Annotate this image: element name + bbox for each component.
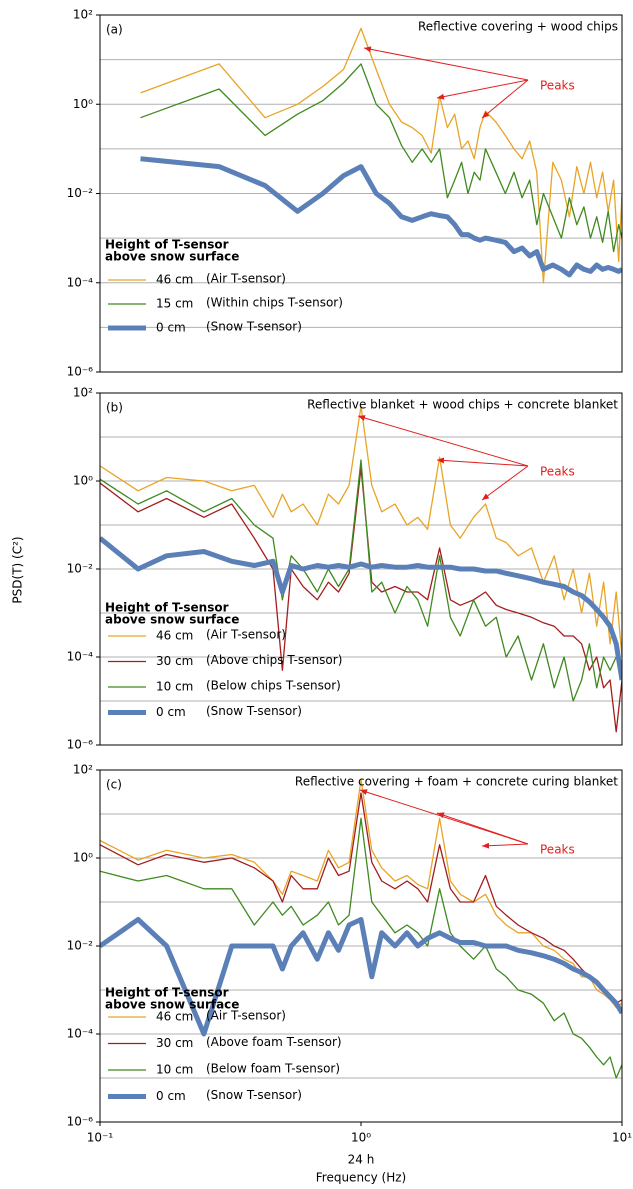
y-tick-label: 10⁻⁶ <box>67 738 94 752</box>
legend-note: (Below chips T-sensor) <box>206 679 341 693</box>
legend-label: 10 cm <box>156 680 193 694</box>
annotation-arrow <box>436 457 529 467</box>
annotation-arrow <box>436 79 529 100</box>
panel-title: Reflective covering + wood chips <box>418 20 618 34</box>
legend-title: Height of T-sensor <box>105 986 229 1000</box>
legend-label: 30 cm <box>156 1036 193 1050</box>
series-line <box>100 792 622 1004</box>
y-tick-label: 10⁰ <box>73 851 93 865</box>
series-line <box>140 63 622 253</box>
annotation: Peaks <box>540 843 575 857</box>
y-tick-label: 10² <box>73 763 93 777</box>
y-tick-label: 10⁰ <box>73 474 93 488</box>
legend-note: (Above foam T-sensor) <box>206 1035 342 1049</box>
y-tick-label: 10⁻⁶ <box>67 365 94 379</box>
series-line <box>100 817 622 1079</box>
legend-label: 10 cm <box>156 1063 193 1077</box>
legend-title: Height of T-sensor <box>105 238 229 252</box>
annotation-arrow <box>481 79 529 119</box>
plot-lines <box>100 779 622 1079</box>
series-line <box>100 536 622 681</box>
y-tick-label: 10⁻² <box>67 562 94 576</box>
panel-title: Reflective blanket + wood chips + concre… <box>307 398 618 412</box>
x-tick-label: 10⁻¹ <box>87 1131 114 1145</box>
legend-note: (Air T-sensor) <box>206 272 286 286</box>
series-line <box>100 917 622 1037</box>
x-tick-label: 10⁰ <box>351 1131 371 1145</box>
x-annotation: 24 h <box>348 1153 375 1167</box>
y-tick-label: 10⁰ <box>73 97 93 111</box>
annotation-arrow <box>363 46 529 81</box>
series-line <box>140 156 622 278</box>
legend-label: 46 cm <box>156 629 193 643</box>
legend-title: above snow surface <box>105 613 239 627</box>
y-tick-label: 10² <box>73 386 93 400</box>
legend-title: Height of T-sensor <box>105 601 229 615</box>
annotation-arrow <box>357 415 529 467</box>
panel-label: (b) <box>106 401 123 415</box>
plot-lines <box>100 405 622 733</box>
plot-frame <box>99 769 623 1123</box>
panel-label: (c) <box>106 778 122 792</box>
y-tick-label: 10⁻⁴ <box>67 275 94 289</box>
x-tick-label: 10¹ <box>612 1131 632 1145</box>
legend-note: (Within chips T-sensor) <box>206 296 343 310</box>
y-tick-label: 10² <box>73 8 93 22</box>
series-line <box>100 467 622 733</box>
y-tick-label: 10⁻⁴ <box>67 1027 94 1041</box>
annotation: Peaks <box>540 465 575 479</box>
legend-label: 30 cm <box>156 654 193 668</box>
legend-label: 15 cm <box>156 297 193 311</box>
legend-label: 46 cm <box>156 1010 193 1024</box>
y-tick-label: 10⁻² <box>67 939 94 953</box>
legend-note: (Snow T-sensor) <box>206 320 302 334</box>
annotation-arrow <box>436 812 529 845</box>
x-axis-label: Frequency (Hz) <box>316 1171 407 1185</box>
legend-note: (Snow T-sensor) <box>206 1088 302 1102</box>
plot-frame <box>99 392 623 746</box>
y-axis-label: PSD(T) (C²) <box>11 536 25 603</box>
legend-label: 0 cm <box>156 1089 186 1103</box>
panel-title: Reflective covering + foam + concrete cu… <box>295 775 618 789</box>
panel-label: (a) <box>106 23 123 37</box>
y-tick-label: 10⁻² <box>67 186 94 200</box>
legend-title: above snow surface <box>105 998 239 1012</box>
legend-note: (Below foam T-sensor) <box>206 1062 340 1076</box>
legend-note: (Air T-sensor) <box>206 628 286 642</box>
annotation-arrow <box>481 465 529 501</box>
annotation-arrow <box>481 842 529 849</box>
legend-title: above snow surface <box>105 250 239 264</box>
legend-note: (Snow T-sensor) <box>206 704 302 718</box>
y-tick-label: 10⁻⁴ <box>67 650 94 664</box>
annotation: Peaks <box>540 79 575 93</box>
plot-frame <box>99 14 623 373</box>
legend-label: 46 cm <box>156 273 193 287</box>
y-tick-label: 10⁻⁶ <box>67 1115 94 1129</box>
series-line <box>100 405 622 658</box>
legend-note: (Air T-sensor) <box>206 1009 286 1023</box>
legend-label: 0 cm <box>156 321 186 335</box>
legend-label: 0 cm <box>156 705 186 719</box>
legend-note: (Above chips T-sensor) <box>206 653 342 667</box>
